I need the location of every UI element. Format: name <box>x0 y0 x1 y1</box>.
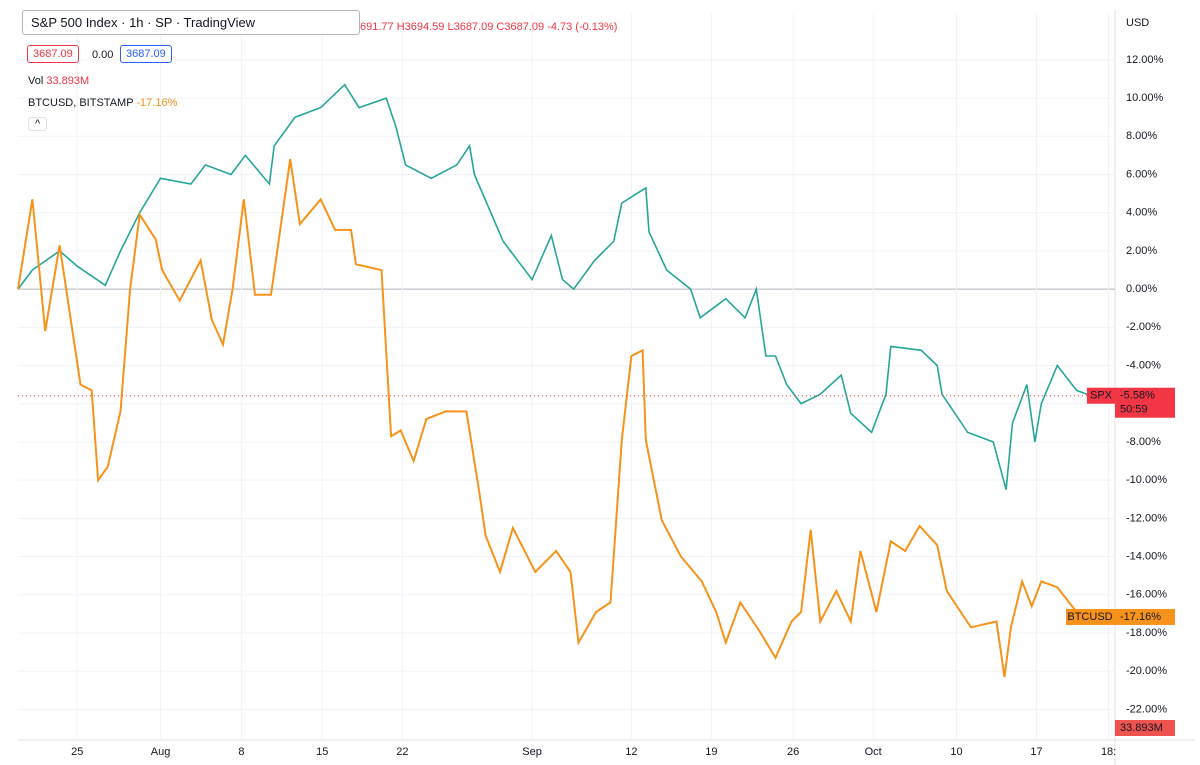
btc-name-tag <box>1066 608 1115 625</box>
x-tick-label: Aug <box>151 746 171 758</box>
btc-price-tag <box>1115 608 1175 625</box>
y-tick-label: 10.00% <box>1126 92 1164 104</box>
btc-legend: BTCUSD, BITSTAMP -17.16% <box>28 97 177 109</box>
volume-value: 33.893M <box>46 75 90 87</box>
countdown: 50:59 <box>1120 404 1148 416</box>
y-tick-label: 2.00% <box>1126 245 1157 257</box>
y-tick-label: -12.00% <box>1126 512 1167 524</box>
y-tick-label: -20.00% <box>1126 665 1167 677</box>
x-tick-label: 15 <box>316 746 328 758</box>
y-tick-label: 4.00% <box>1126 207 1157 219</box>
spx-price-tag <box>1115 387 1175 418</box>
spx-name: SPX <box>1090 390 1113 402</box>
sell-button[interactable]: 3687.09 <box>27 45 79 63</box>
x-tick-label: 22 <box>396 746 408 758</box>
btc-change: -17.16% <box>136 97 178 109</box>
x-tick-label: 10 <box>950 746 962 758</box>
spx-last: -5.58% <box>1120 390 1155 402</box>
spread: 0.00 <box>92 49 114 61</box>
symbol: S&P 500 Index <box>31 15 118 30</box>
exchange: SP <box>155 15 173 30</box>
spx-name-tag <box>1087 387 1115 404</box>
ohlc: 691.77 H3694.59 L3687.09 C3687.09 -4.73 … <box>360 21 618 33</box>
y-tick-label: -18.00% <box>1126 627 1167 639</box>
y-tick-label: -22.00% <box>1126 703 1167 715</box>
y-tick-label: 0.00% <box>1126 283 1157 295</box>
series-line <box>17 83 1092 490</box>
buy-button[interactable]: 3687.09 <box>120 45 172 63</box>
x-tick-label: 25 <box>71 746 83 758</box>
volume-legend: Vol 33.893M <box>28 75 89 87</box>
interval: 1h <box>129 15 144 30</box>
x-tick-label: 26 <box>787 746 799 758</box>
x-tick-label: 18: <box>1101 746 1116 758</box>
y-tick-label: -8.00% <box>1126 436 1161 448</box>
btc-short: BTCUSD <box>1067 611 1112 623</box>
y-tick-label: 8.00% <box>1126 130 1157 142</box>
source: TradingView <box>183 15 256 30</box>
y-tick-label: -14.00% <box>1126 550 1167 562</box>
x-tick-label: Sep <box>522 746 542 758</box>
btc-last: -17.16% <box>1120 611 1161 623</box>
x-tick-label: 8 <box>238 746 244 758</box>
volume-tag <box>1115 720 1175 736</box>
y-tick-label: -10.00% <box>1126 474 1167 486</box>
volume-name: Vol <box>28 75 44 87</box>
symbol-bar[interactable]: S&P 500 Index · 1h · SP · TradingView <box>22 10 360 35</box>
x-tick-label: 12 <box>625 746 637 758</box>
y-tick-label: 12.00% <box>1126 54 1164 66</box>
x-tick-label: Oct <box>865 746 882 758</box>
series-line <box>17 159 1092 678</box>
collapse-button[interactable]: ^ <box>28 117 48 131</box>
btc-name: BTCUSD, BITSTAMP <box>28 97 134 109</box>
x-tick-label: 17 <box>1030 746 1042 758</box>
y-tick-label: -4.00% <box>1126 359 1161 371</box>
volume-last: 33.893M <box>1120 722 1163 734</box>
y-tick-label: -16.00% <box>1126 589 1167 601</box>
y-tick-label: 6.00% <box>1126 168 1157 180</box>
x-tick-label: 19 <box>705 746 717 758</box>
y-tick-label: -2.00% <box>1126 321 1161 333</box>
currency[interactable]: USD <box>1126 17 1149 29</box>
plot-area <box>18 14 1115 742</box>
